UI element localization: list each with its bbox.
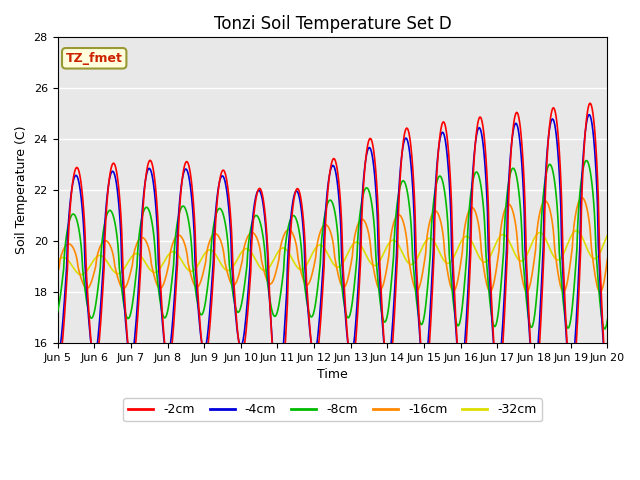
-8cm <box>553 202 561 208</box>
-4cm <box>325 177 333 183</box>
-4cm <box>54 353 61 359</box>
-2cm <box>198 341 205 347</box>
-8cm <box>54 309 61 315</box>
-16cm <box>604 256 611 262</box>
-16cm <box>432 208 440 214</box>
-8cm <box>324 200 332 205</box>
-2cm <box>586 100 594 106</box>
-2cm <box>325 180 333 185</box>
-16cm <box>596 289 604 295</box>
-4cm <box>275 384 282 390</box>
-2cm <box>433 179 440 185</box>
-4cm <box>554 148 562 154</box>
-32cm <box>199 254 207 260</box>
Y-axis label: Soil Temperature (C): Soil Temperature (C) <box>15 126 28 254</box>
-4cm <box>433 170 440 176</box>
-2cm <box>54 360 61 365</box>
-16cm <box>324 224 332 229</box>
-8cm <box>600 326 608 332</box>
Legend: -2cm, -4cm, -8cm, -16cm, -32cm: -2cm, -4cm, -8cm, -16cm, -32cm <box>124 398 541 421</box>
-16cm <box>198 275 205 281</box>
-2cm <box>604 382 611 387</box>
X-axis label: Time: Time <box>317 368 348 381</box>
Title: Tonzi Soil Temperature Set D: Tonzi Soil Temperature Set D <box>214 15 451 33</box>
-4cm <box>174 217 182 223</box>
-16cm <box>378 286 385 292</box>
-16cm <box>54 270 61 276</box>
-2cm <box>378 307 386 313</box>
Line: -8cm: -8cm <box>58 161 607 329</box>
Text: TZ_fmet: TZ_fmet <box>66 52 123 65</box>
-32cm <box>604 232 611 238</box>
-8cm <box>378 308 385 313</box>
-2cm <box>174 233 182 239</box>
-32cm <box>77 272 85 277</box>
Line: -32cm: -32cm <box>58 231 607 275</box>
-2cm <box>275 409 283 415</box>
-4cm <box>604 372 611 378</box>
-16cm <box>553 264 561 269</box>
-8cm <box>432 185 440 191</box>
-32cm <box>554 257 562 263</box>
-4cm <box>585 112 593 118</box>
Line: -4cm: -4cm <box>58 115 607 387</box>
-32cm <box>433 243 440 249</box>
-32cm <box>325 253 333 259</box>
-16cm <box>579 195 586 201</box>
-8cm <box>582 158 590 164</box>
-8cm <box>198 312 205 317</box>
-8cm <box>174 215 182 221</box>
-4cm <box>378 317 386 323</box>
-32cm <box>378 254 386 260</box>
-16cm <box>174 232 182 238</box>
Line: -2cm: -2cm <box>58 103 607 412</box>
-32cm <box>175 253 183 259</box>
Line: -16cm: -16cm <box>58 198 607 292</box>
-32cm <box>572 228 580 234</box>
-4cm <box>198 341 205 347</box>
-8cm <box>604 317 611 323</box>
-2cm <box>554 129 562 134</box>
-32cm <box>54 258 61 264</box>
